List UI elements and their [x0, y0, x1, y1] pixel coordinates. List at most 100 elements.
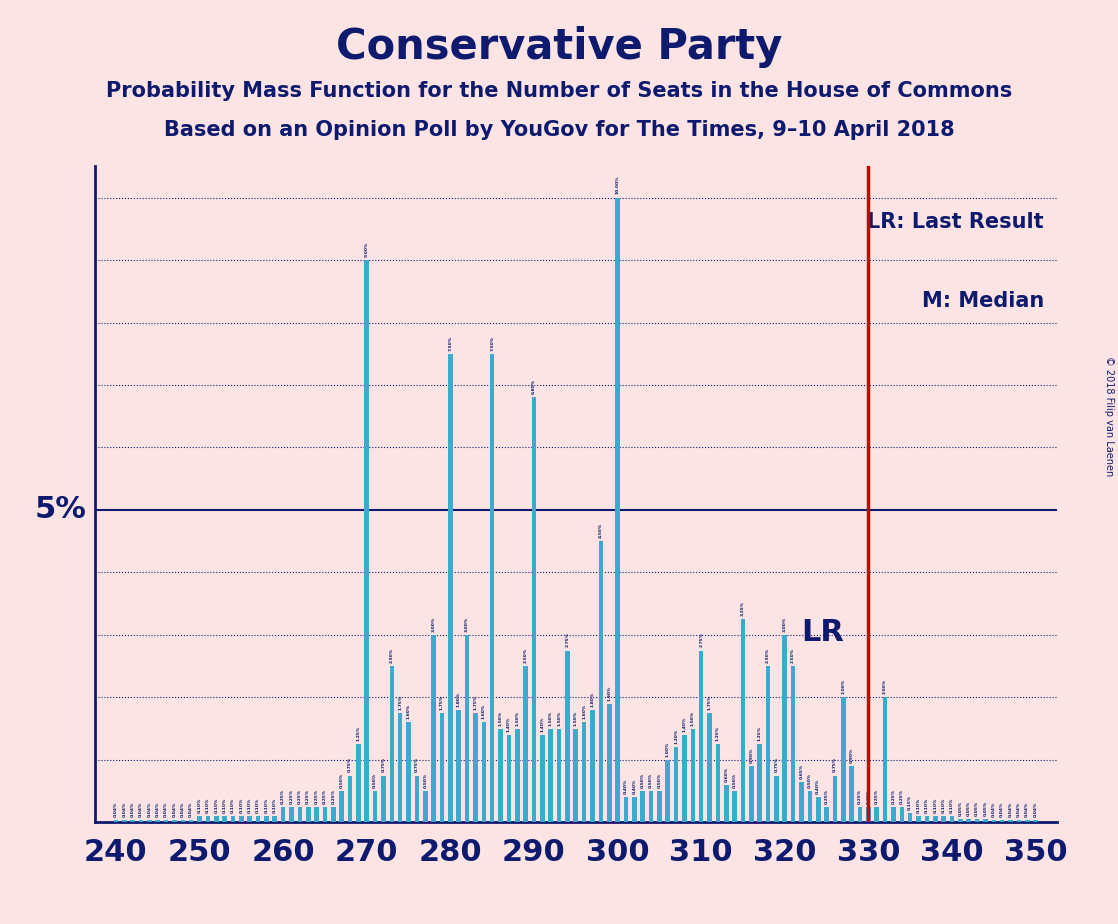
Text: 0.04%: 0.04% [1034, 801, 1038, 817]
Bar [691, 729, 695, 822]
Bar [574, 729, 578, 822]
Text: 0.75%: 0.75% [833, 758, 837, 772]
Bar [214, 816, 218, 822]
Bar [841, 698, 845, 822]
Text: 0.90%: 0.90% [749, 748, 754, 763]
Bar [281, 807, 285, 822]
Bar [958, 820, 963, 822]
Bar [665, 760, 670, 822]
Text: 1.00%: 1.00% [665, 741, 670, 757]
Bar [1025, 820, 1030, 822]
Text: 1.25%: 1.25% [357, 726, 360, 741]
Bar [908, 813, 912, 822]
Text: 0.50%: 0.50% [657, 772, 662, 788]
Text: 0.10%: 0.10% [206, 797, 210, 813]
Text: 0.25%: 0.25% [323, 788, 326, 804]
Text: 0.40%: 0.40% [816, 779, 821, 795]
Bar [708, 713, 712, 822]
Text: 3.25%: 3.25% [741, 602, 745, 616]
Text: 0.25%: 0.25% [297, 788, 302, 804]
Text: 1.75%: 1.75% [708, 695, 711, 710]
Text: 0.04%: 0.04% [1008, 801, 1013, 817]
Bar [340, 791, 344, 822]
Bar [180, 820, 186, 822]
Bar [206, 816, 210, 822]
Bar [389, 666, 395, 822]
Bar [824, 807, 828, 822]
Bar [891, 807, 896, 822]
Bar [172, 820, 177, 822]
Bar [816, 797, 821, 822]
Bar [264, 816, 268, 822]
Text: 1.50%: 1.50% [549, 711, 552, 725]
Text: 0.75%: 0.75% [775, 758, 778, 772]
Bar [992, 820, 996, 822]
Text: 1.40%: 1.40% [506, 716, 511, 732]
Bar [716, 744, 720, 822]
Bar [532, 397, 537, 822]
Bar [941, 816, 946, 822]
Text: 2.50%: 2.50% [390, 648, 394, 663]
Bar [439, 713, 444, 822]
Bar [314, 807, 319, 822]
Text: 1.50%: 1.50% [691, 711, 694, 725]
Bar [239, 816, 244, 822]
Text: 0.05%: 0.05% [984, 801, 987, 816]
Bar [148, 820, 152, 822]
Text: 1.60%: 1.60% [482, 704, 486, 719]
Text: 0.10%: 0.10% [925, 797, 929, 813]
Text: 0.25%: 0.25% [874, 788, 879, 804]
Text: 0.10%: 0.10% [231, 797, 235, 813]
Text: M: Median: M: Median [921, 291, 1044, 311]
Bar [682, 735, 686, 822]
Text: 0.05%: 0.05% [975, 801, 979, 816]
Text: 0.04%: 0.04% [1025, 801, 1030, 817]
Text: 0.25%: 0.25% [825, 788, 828, 804]
Text: 1.25%: 1.25% [716, 726, 720, 741]
Bar [557, 729, 561, 822]
Text: 10.00%: 10.00% [616, 176, 619, 194]
Bar [732, 791, 737, 822]
Text: 0.25%: 0.25% [858, 788, 862, 804]
Bar [155, 820, 160, 822]
Bar [490, 354, 494, 822]
Text: 0.25%: 0.25% [314, 788, 319, 804]
Text: 2.50%: 2.50% [523, 648, 528, 663]
Bar [131, 820, 135, 822]
Bar [122, 820, 126, 822]
Text: 1.80%: 1.80% [457, 691, 461, 707]
Text: 0.50%: 0.50% [650, 772, 653, 788]
Bar [515, 729, 520, 822]
Bar [607, 704, 612, 822]
Bar [230, 816, 235, 822]
Bar [381, 775, 386, 822]
Text: 2.75%: 2.75% [699, 632, 703, 648]
Text: 0.50%: 0.50% [808, 772, 812, 788]
Bar [306, 807, 311, 822]
Bar [657, 791, 662, 822]
Text: 0.75%: 0.75% [348, 758, 352, 772]
Bar [641, 791, 645, 822]
Bar [925, 816, 929, 822]
Text: 0.04%: 0.04% [114, 801, 117, 817]
Text: 0.50%: 0.50% [641, 772, 645, 788]
Bar [415, 775, 419, 822]
Bar [774, 775, 779, 822]
Bar [164, 820, 169, 822]
Text: 0.75%: 0.75% [415, 758, 419, 772]
Text: 0.04%: 0.04% [181, 801, 184, 817]
Bar [465, 635, 470, 822]
Text: 0.50%: 0.50% [424, 772, 427, 788]
Bar [648, 791, 653, 822]
Text: 7.50%: 7.50% [448, 335, 453, 350]
Text: 0.90%: 0.90% [850, 748, 854, 763]
Bar [197, 816, 202, 822]
Text: 0.10%: 0.10% [239, 797, 244, 813]
Bar [499, 729, 503, 822]
Text: 1.50%: 1.50% [574, 711, 578, 725]
Text: 0.10%: 0.10% [917, 797, 920, 813]
Bar [766, 666, 770, 822]
Bar [724, 784, 729, 822]
Text: 1.60%: 1.60% [407, 704, 410, 719]
Bar [506, 735, 511, 822]
